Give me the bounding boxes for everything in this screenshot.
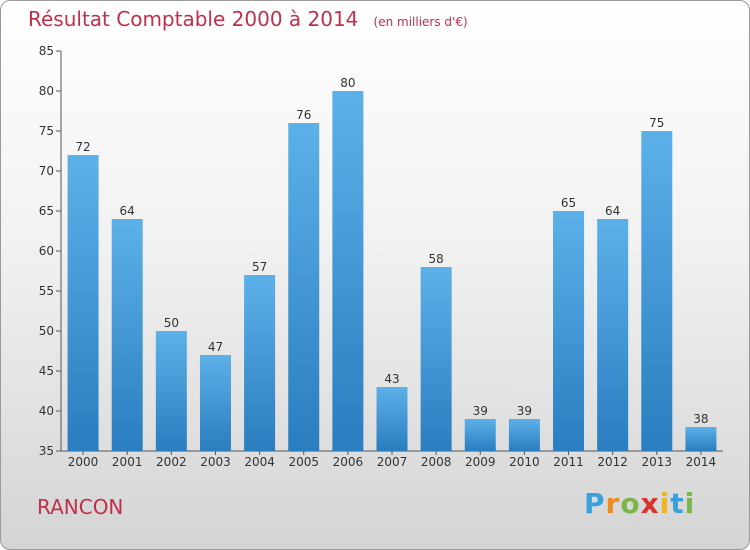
town-name: RANCON [37,495,124,519]
x-tick-label: 2003 [200,455,231,469]
bar-value-label: 43 [384,372,399,386]
bar [67,155,99,451]
bar-value-label: 39 [517,404,532,418]
bar [332,91,364,451]
bar-value-label: 72 [75,140,90,154]
x-tick-label: 2009 [465,455,496,469]
bar-value-label: 80 [340,76,355,90]
x-tick-label: 2011 [553,455,584,469]
x-tick-label: 2013 [642,455,673,469]
bar [597,219,629,451]
chart-subtitle: (en milliers d'€) [373,15,468,29]
x-tick-label: 2006 [333,455,364,469]
y-tick-label: 70 [39,164,54,178]
logo-letter: x [640,487,660,520]
bar-value-label: 76 [296,108,311,122]
bar [641,131,673,451]
y-tick-label: 50 [39,324,54,338]
bar [288,123,320,451]
chart-title: Résultat Comptable 2000 à 2014 [28,7,359,31]
proxiti-logo: Proxiti [584,487,695,520]
logo-letter: i [684,487,696,520]
bar-value-label: 75 [649,116,664,130]
logo-letter: r [605,487,621,520]
bar [199,355,231,451]
bar-value-label: 65 [561,196,576,210]
y-tick-label: 60 [39,244,54,258]
bar [508,419,540,451]
y-tick-label: 45 [39,364,54,378]
x-tick-label: 2010 [509,455,540,469]
bar [376,387,408,451]
y-tick-label: 40 [39,404,54,418]
bar [155,331,187,451]
y-tick-label: 35 [39,444,54,458]
logo-letter: i [659,487,671,520]
bar-value-label: 58 [428,252,443,266]
bar [420,267,452,451]
bar-value-label: 39 [473,404,488,418]
logo-letter: P [584,487,606,520]
bar [464,419,496,451]
bar-value-label: 47 [208,340,223,354]
y-tick-label: 75 [39,124,54,138]
x-tick-label: 2000 [68,455,99,469]
y-tick-label: 65 [39,204,54,218]
y-tick-label: 80 [39,84,54,98]
x-tick-label: 2001 [112,455,143,469]
bar-value-label: 57 [252,260,267,274]
bar-value-label: 64 [120,204,135,218]
x-tick-label: 2008 [421,455,452,469]
x-tick-label: 2007 [377,455,408,469]
logo-letter: t [670,487,685,520]
bar-value-label: 50 [164,316,179,330]
x-tick-label: 2012 [597,455,628,469]
x-tick-label: 2004 [244,455,275,469]
bar [685,427,717,451]
y-tick-label: 85 [39,44,54,58]
bar [553,211,585,451]
x-tick-label: 2002 [156,455,187,469]
x-tick-label: 2014 [686,455,717,469]
bar [244,275,276,451]
chart-title-row: Résultat Comptable 2000 à 2014 (en milli… [28,7,468,31]
x-tick-label: 2005 [288,455,319,469]
bar [111,219,143,451]
y-tick-label: 55 [39,284,54,298]
bar-value-label: 38 [693,412,708,426]
bar-value-label: 64 [605,204,620,218]
logo-letter: o [620,487,641,520]
